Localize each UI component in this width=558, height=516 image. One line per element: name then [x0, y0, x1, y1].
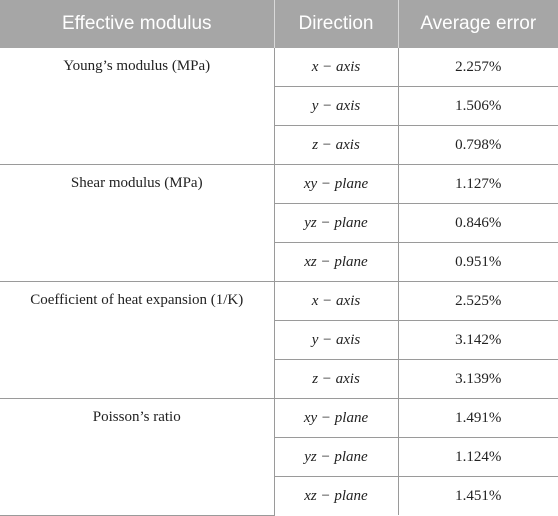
table-row: yz − plane 1.124%: [0, 437, 558, 477]
direction-cell: y − axis: [273, 320, 398, 360]
direction-cell: z − axis: [273, 125, 398, 165]
table-row: xz − plane 1.451%: [0, 476, 558, 515]
error-cell: 0.846%: [397, 203, 558, 243]
error-cell: 1.124%: [397, 437, 558, 477]
error-cell: 1.127%: [397, 164, 558, 204]
direction-cell: xz − plane: [273, 476, 398, 515]
group-label-poissons-ratio: Poisson’s ratio: [0, 398, 274, 516]
table-row: y − axis 1.506%: [0, 86, 558, 126]
group-label-youngs-modulus: Young’s modulus (MPa): [0, 48, 274, 165]
header-average-error: Average error: [397, 0, 558, 48]
error-cell: 1.451%: [397, 476, 558, 515]
direction-cell: x − axis: [273, 48, 398, 87]
direction-cell: z − axis: [273, 359, 398, 399]
table-row: Coefficient of heat expansion (1/K) x − …: [0, 281, 558, 399]
direction-cell: xz − plane: [273, 242, 398, 282]
error-cell: 2.525%: [397, 281, 558, 321]
header-effective-modulus: Effective modulus: [0, 0, 274, 48]
table-row: z − axis 0.798%: [0, 125, 558, 165]
table-body: Young’s modulus (MPa) x − axis 2.257% y …: [0, 48, 558, 516]
table-row: y − axis 3.142%: [0, 320, 558, 360]
direction-cell: xy − plane: [273, 398, 398, 438]
error-cell: 1.506%: [397, 86, 558, 126]
direction-cell: xy − plane: [273, 164, 398, 204]
direction-cell: x − axis: [273, 281, 398, 321]
header-direction: Direction: [273, 0, 398, 48]
error-cell: 3.139%: [397, 359, 558, 399]
table-row: Young’s modulus (MPa) x − axis 2.257%: [0, 48, 558, 165]
table-row: yz − plane 0.846%: [0, 203, 558, 243]
direction-cell: y − axis: [273, 86, 398, 126]
error-cell: 2.257%: [397, 48, 558, 87]
header-row: Effective modulus Direction Average erro…: [0, 0, 558, 48]
group-label-shear-modulus: Shear modulus (MPa): [0, 164, 274, 282]
direction-cell: yz − plane: [273, 437, 398, 477]
table-row: xz − plane 0.951%: [0, 242, 558, 282]
table-header: Effective modulus Direction Average erro…: [0, 0, 558, 48]
table-row: Poisson’s ratio xy − plane 1.491%: [0, 398, 558, 516]
group-label-heat-expansion: Coefficient of heat expansion (1/K): [0, 281, 274, 399]
error-cell: 0.951%: [397, 242, 558, 282]
table-row: z − axis 3.139%: [0, 359, 558, 399]
error-cell: 3.142%: [397, 320, 558, 360]
error-cell: 0.798%: [397, 125, 558, 165]
direction-cell: yz − plane: [273, 203, 398, 243]
error-cell: 1.491%: [397, 398, 558, 438]
table-row: Shear modulus (MPa) xy − plane 1.127%: [0, 164, 558, 282]
